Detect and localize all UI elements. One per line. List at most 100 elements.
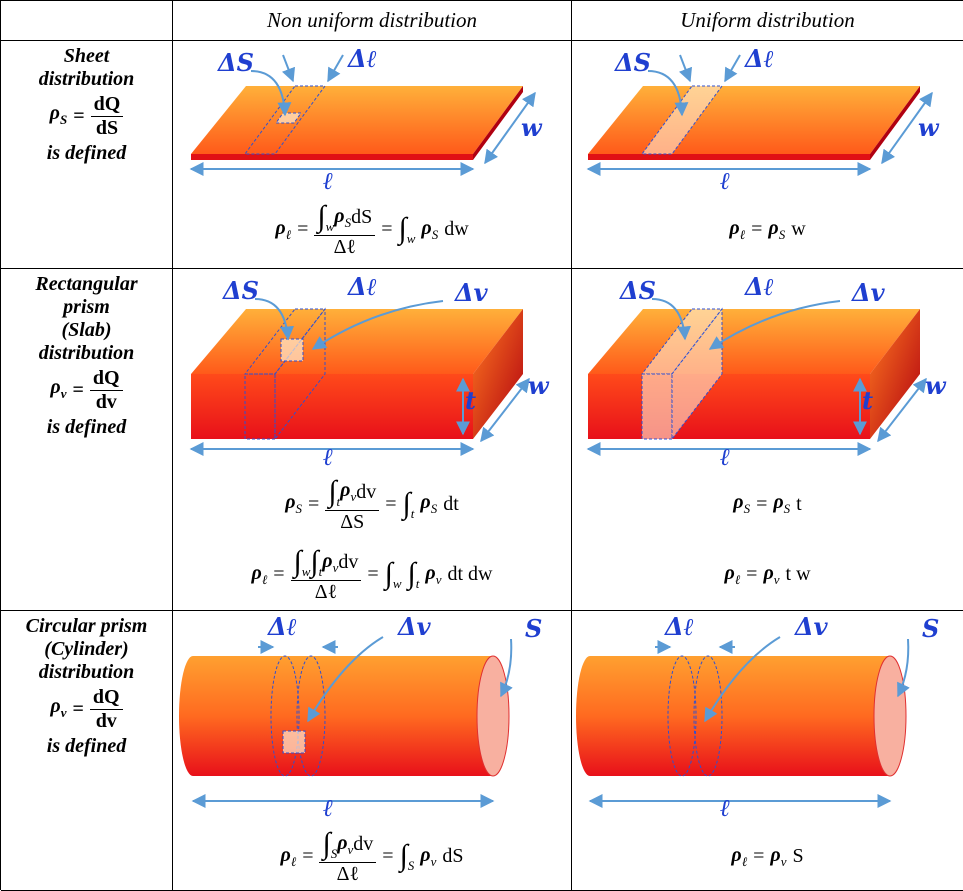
figure-shapes: ΔℓΔvSℓ: [576, 612, 939, 822]
figure-label: ΔS: [217, 48, 254, 77]
sheet-top: [588, 86, 920, 154]
symbol-subscript: S: [60, 112, 67, 127]
figure: ΔSΔℓwℓ: [572, 41, 963, 191]
math-text: dQ: [93, 367, 120, 390]
math-symbol: ρv: [763, 562, 779, 588]
figure-shapes: ΔSΔℓwℓ: [588, 44, 940, 191]
sheet-edge: [588, 154, 870, 160]
row-label-line: (Cylinder): [44, 638, 128, 661]
denominator: dv: [93, 710, 120, 733]
symbol-subscript: S: [779, 227, 786, 242]
symbol-subscript: t: [416, 576, 420, 591]
symbol-base: ρ: [733, 491, 743, 513]
math-text: =: [751, 218, 762, 241]
symbol-base: ρ: [773, 491, 783, 513]
symbol-base: ρ: [724, 562, 734, 584]
fraction: dQdv: [90, 686, 123, 733]
math-symbol: ρℓ: [280, 844, 296, 870]
figure-shapes: ΔSΔℓwℓ: [191, 44, 543, 191]
symbol-base: ρ: [285, 491, 295, 513]
math-text: dQ: [94, 93, 121, 116]
math-symbol: ρℓ: [731, 844, 747, 870]
symbol-subscript: v: [436, 572, 442, 587]
figure-label: S: [525, 614, 542, 643]
math-text: dQ: [93, 686, 120, 709]
figure-label: w: [528, 371, 550, 400]
numerator: dQ: [91, 93, 124, 117]
math-symbol: ∫w: [317, 200, 334, 235]
figure-label: Δv: [454, 278, 489, 307]
symbol-subscript: ℓ: [291, 854, 296, 869]
figure-label: Δℓ: [744, 44, 774, 73]
math-symbol: ∫S: [322, 827, 337, 862]
math-symbol: ∫t: [403, 487, 415, 522]
symbol-base: ∫: [400, 839, 408, 872]
symbol-base: ρ: [770, 844, 780, 866]
fraction: ∫SρvdvΔℓ: [319, 827, 376, 886]
math-symbol: ρv: [50, 376, 66, 405]
cell: ΔℓΔvSℓρℓ=ρvS: [572, 611, 963, 891]
symbol-base: ρ: [763, 562, 773, 584]
figure-label: Δv: [851, 278, 886, 307]
numerator: dQ: [90, 686, 123, 710]
slab-front: [588, 374, 870, 439]
symbol-base: ∫: [310, 545, 318, 578]
symbol-subscript: t: [411, 506, 415, 521]
math-symbol: ∫t: [328, 475, 340, 510]
symbol-subscript: v: [781, 854, 787, 869]
denominator: Δℓ: [312, 581, 340, 604]
row-label: SheetdistributionρS=dQdSis defined: [1, 41, 173, 269]
denominator: dv: [93, 391, 120, 414]
symbol-base: ∫: [385, 557, 393, 590]
symbol-base: ρ: [322, 550, 332, 572]
slab-front: [191, 374, 473, 439]
symbol-base: ρ: [731, 844, 741, 866]
slab-top: [588, 309, 920, 374]
figure-label: Δℓ: [744, 272, 774, 301]
math-symbol: ρS: [773, 491, 790, 517]
figure-label: ΔS: [222, 276, 259, 305]
symbol-base: ρ: [420, 491, 430, 513]
pointer-arrow: [680, 55, 690, 81]
numerator: ∫wρSdS: [314, 200, 375, 236]
math-text: =: [308, 493, 319, 516]
figure-label: ΔS: [619, 276, 656, 305]
math-text: =: [297, 218, 308, 241]
math-text: =: [73, 698, 84, 721]
symbol-base: ρ: [275, 217, 285, 239]
math-text: Δℓ: [334, 236, 356, 259]
symbol-subscript: S: [744, 501, 751, 516]
column-header: Uniform distribution: [572, 1, 963, 41]
math-text: Δℓ: [337, 863, 359, 886]
strip-front: [642, 374, 672, 439]
fraction: ∫tρvdvΔS: [325, 475, 379, 534]
denominator: Δℓ: [331, 236, 359, 259]
sheet-top: [191, 86, 523, 154]
cylinder-left: [576, 656, 604, 776]
math-text: Δℓ: [315, 581, 337, 604]
numerator: ∫Sρvdv: [319, 827, 376, 863]
symbol-base: ρ: [768, 217, 778, 239]
figure-label: Δℓ: [347, 44, 377, 73]
math-text: S: [792, 845, 803, 868]
row-label-line: distribution: [39, 68, 135, 91]
figure: ΔSΔℓΔvtwℓ: [173, 269, 571, 469]
math-symbol: ρv: [340, 479, 356, 505]
math-symbol: ρS: [285, 491, 302, 517]
element: [281, 339, 303, 361]
math-symbol: ρv: [425, 562, 441, 588]
figure-label: w: [925, 371, 947, 400]
formulas: ρℓ=ρSw: [572, 191, 963, 268]
symbol-base: ρ: [334, 205, 344, 227]
row-label-line: Circular prism: [26, 615, 148, 638]
symbol-subscript: ℓ: [742, 854, 747, 869]
symbol-subscript: ℓ: [735, 572, 740, 587]
